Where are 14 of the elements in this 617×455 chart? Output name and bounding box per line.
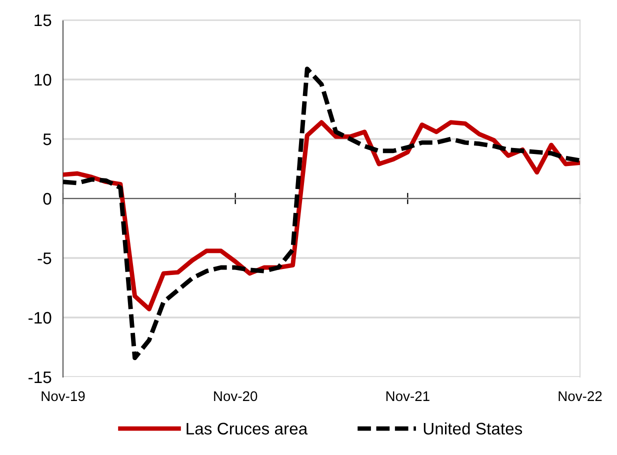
y-tick-label: 0: [43, 192, 52, 205]
x-tick-label: Nov-20: [214, 391, 258, 402]
x-tick-label: Nov-19: [42, 391, 85, 402]
legend-label: Las Cruces area: [186, 422, 308, 435]
y-tick-label: 10: [34, 74, 52, 86]
y-tick-label: 15: [34, 14, 52, 26]
x-tick-label: Nov-22: [558, 391, 602, 402]
y-tick-label: -15: [28, 372, 52, 384]
y-tick-label: -10: [28, 312, 52, 324]
x-tick-label: Nov-21: [386, 391, 430, 402]
line-series: [63, 66, 580, 360]
legend-label: United States: [424, 422, 522, 435]
y-tick-label: -5: [38, 252, 52, 264]
y-tick-label: 5: [43, 134, 52, 146]
